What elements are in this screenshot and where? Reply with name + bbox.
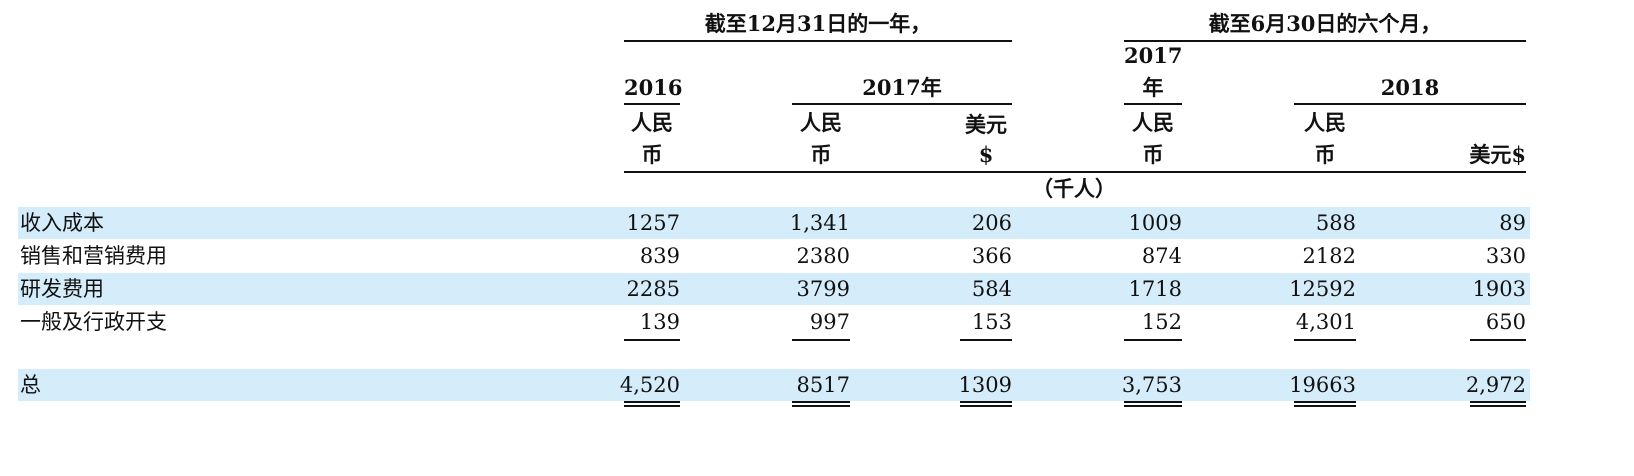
cell-r1-c6: 89	[1499, 211, 1526, 235]
currency-rmb-2018-l2: 币	[1314, 142, 1336, 167]
cell-r3-c2: 3799	[796, 277, 850, 301]
cell-r3-c3: 584	[971, 277, 1012, 301]
cell-r2-c1: 839	[639, 244, 680, 268]
cell-r4-c6: 650	[1485, 310, 1526, 334]
cell-r1-c1: 1257	[626, 211, 680, 235]
total-dbl-rule-c3a	[960, 401, 1012, 403]
cell-r3-c6: 1903	[1472, 277, 1526, 301]
unit-rule	[624, 171, 1526, 173]
header-2016-rule	[624, 103, 680, 105]
row-band-3	[18, 273, 1530, 305]
header-2018-rule	[1294, 103, 1526, 105]
currency-rmb-2016-l2: 币	[641, 142, 663, 167]
header-2017-year: 2017年	[862, 75, 942, 100]
cell-r4-c5: 4,301	[1295, 310, 1356, 334]
currency-usd-2018: 美元$	[1469, 142, 1526, 167]
header-2017-year-rule	[792, 103, 1012, 105]
row-label-4: 一般及行政开支	[20, 310, 167, 334]
total-band	[18, 369, 1530, 401]
subtotal-rule-c6	[1470, 339, 1526, 341]
subtotal-rule-c5	[1294, 339, 1356, 341]
header-2018: 2018	[1380, 75, 1440, 100]
row-band-1	[18, 207, 1530, 239]
total-dbl-rule-c1b	[624, 405, 680, 407]
subtotal-rule-c4	[1124, 339, 1182, 341]
header-2016: 2016	[624, 75, 683, 100]
currency-rmb-2017-l1: 人民	[800, 110, 842, 135]
cell-r2-c2: 2380	[796, 244, 850, 268]
subtotal-rule-c3	[960, 339, 1012, 341]
total-dbl-rule-c2b	[792, 405, 850, 407]
cell-r3-c4: 1718	[1128, 277, 1182, 301]
cell-r4-c3: 153	[971, 310, 1012, 334]
row-label-1: 收入成本	[20, 211, 104, 235]
currency-rmb-2017h-l1: 人民	[1132, 110, 1174, 135]
total-dbl-rule-c4a	[1124, 401, 1182, 403]
currency-rmb-2017-l2: 币	[810, 142, 832, 167]
cell-r4-c2: 997	[809, 310, 850, 334]
header-year-group: 截至12月31日的一年，	[704, 11, 932, 36]
header-year-group-rule	[624, 40, 1012, 42]
cell-r1-c5: 588	[1315, 211, 1356, 235]
cell-r1-c2: 1,341	[789, 211, 850, 235]
unit-label: （千人）	[1032, 176, 1116, 201]
total-c3: 1309	[958, 373, 1012, 397]
currency-rmb-2017h-l2: 币	[1142, 142, 1164, 167]
total-c5: 19663	[1289, 373, 1356, 397]
cell-r2-c5: 2182	[1302, 244, 1356, 268]
cell-r3-c5: 12592	[1289, 277, 1356, 301]
total-c4: 3,753	[1121, 373, 1182, 397]
total-dbl-rule-c5b	[1294, 405, 1356, 407]
total-dbl-rule-c2a	[792, 401, 850, 403]
total-dbl-rule-c6b	[1470, 405, 1526, 407]
row-label-3: 研发费用	[20, 277, 104, 301]
currency-usd-2017-l1: 美元	[965, 112, 1007, 137]
header-half-group: 截至6月30日的六个月，	[1208, 11, 1442, 36]
header-2017-half-line1: 2017	[1124, 43, 1183, 68]
currency-rmb-2018-l1: 人民	[1304, 110, 1346, 135]
cell-r1-c3: 206	[971, 211, 1012, 235]
cell-r2-c3: 366	[971, 244, 1012, 268]
row-label-2: 销售和营销费用	[20, 244, 167, 268]
total-c1: 4,520	[619, 373, 680, 397]
subtotal-rule-c2	[792, 339, 850, 341]
total-dbl-rule-c6a	[1470, 401, 1526, 403]
cell-r2-c6: 330	[1485, 244, 1526, 268]
cell-r2-c4: 874	[1141, 244, 1182, 268]
total-label: 总	[20, 373, 41, 397]
header-2017-half-rule	[1124, 103, 1182, 105]
header-2017-half-line2: 年	[1142, 75, 1164, 100]
total-c6: 2,972	[1465, 373, 1526, 397]
cell-r4-c1: 139	[639, 310, 680, 334]
total-dbl-rule-c5a	[1294, 401, 1356, 403]
currency-usd-2017-l2: $	[978, 142, 994, 167]
total-c2: 8517	[796, 373, 850, 397]
subtotal-rule-c1	[624, 339, 680, 341]
cell-r1-c4: 1009	[1128, 211, 1182, 235]
total-dbl-rule-c4b	[1124, 405, 1182, 407]
cell-r3-c1: 2285	[626, 277, 680, 301]
total-dbl-rule-c1a	[624, 401, 680, 403]
total-dbl-rule-c3b	[960, 405, 1012, 407]
header-half-group-rule	[1124, 40, 1526, 42]
currency-rmb-2016-l1: 人民	[631, 110, 673, 135]
cell-r4-c4: 152	[1141, 310, 1182, 334]
